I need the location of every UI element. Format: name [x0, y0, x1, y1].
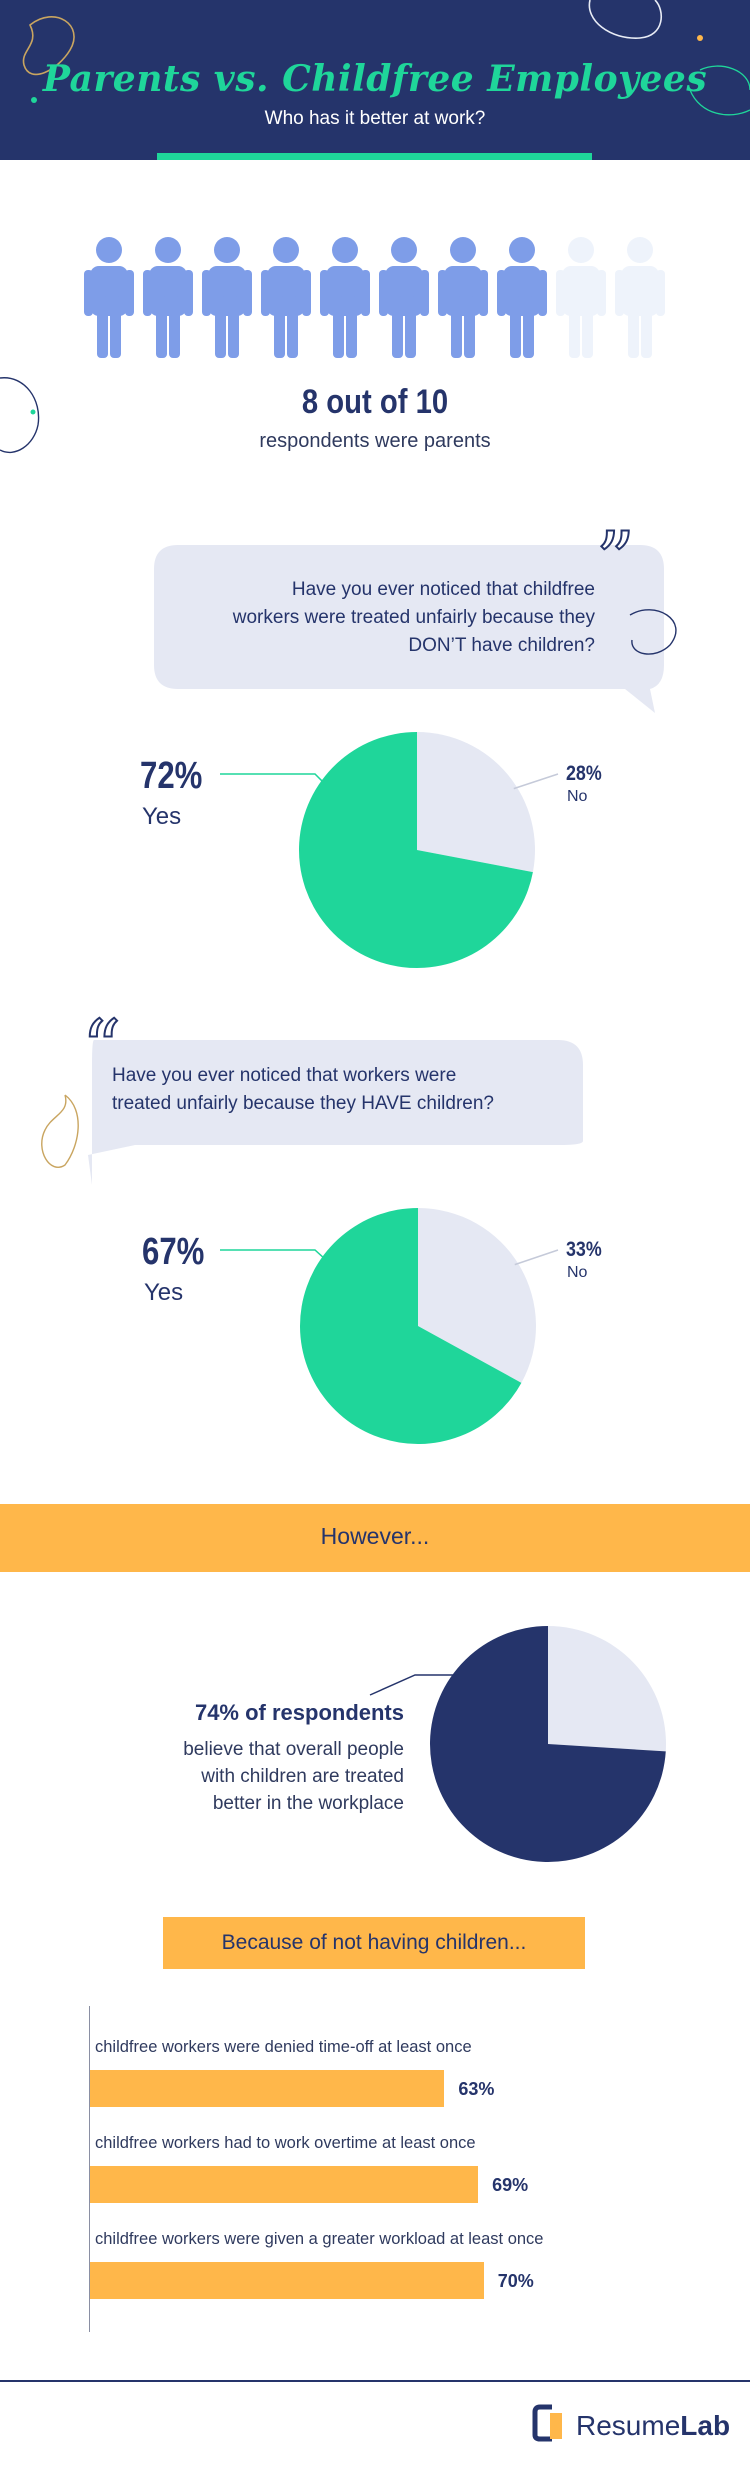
bar-axis: [89, 2006, 90, 2332]
pie-slice-rest: [418, 1208, 536, 1383]
resumelab-logo-icon: [532, 2404, 562, 2442]
question2-bubble-shape: [41, 1040, 583, 1185]
yes-leader-line: [220, 773, 326, 785]
no-leader-line: [514, 1249, 559, 1266]
quote-mark-icon: ”: [595, 515, 636, 604]
person-icon-filled: [143, 237, 193, 358]
question2-yes-label: Yes: [144, 1279, 184, 1306]
because-box: [163, 1917, 585, 1969]
bar-fill: [90, 2262, 484, 2299]
person-icon-filled: [320, 237, 370, 358]
bar-value: 70%: [497, 2271, 534, 2291]
title-underline: [157, 153, 592, 160]
people-headline: 8 out of 10: [301, 383, 449, 421]
bar-fill: [90, 2070, 445, 2107]
quote-mark-icon: “: [81, 1003, 122, 1092]
pie-slice-rest: [417, 732, 535, 873]
however-text: However...: [320, 1523, 430, 1549]
side-scribble: [0, 377, 40, 453]
question2-no-label: No: [567, 1264, 588, 1281]
question1-text: Have you ever noticed that childfree wor…: [232, 579, 595, 656]
yes-leader-line: [220, 1249, 327, 1261]
page-title: Parents vs. Childfree Employees: [42, 58, 708, 100]
person-icon-filled: [84, 237, 134, 358]
bar-label: childfree workers were given a greater w…: [95, 2230, 544, 2248]
respondents-text: believe that overall people with childre…: [183, 1739, 404, 1814]
person-icon-filled: [497, 237, 547, 358]
people-caption: respondents were parents: [259, 430, 491, 452]
page-subtitle: Who has it better at work?: [264, 108, 486, 129]
pie-slice-main: [300, 1208, 522, 1444]
question2-no-pct: 33%: [566, 1238, 602, 1261]
question1-yes-pct: 72%: [140, 755, 203, 797]
question1-bubble-shape: [154, 545, 677, 713]
no-leader-line: [513, 773, 559, 790]
question1-no-label: No: [567, 788, 588, 805]
pie-slice-rest: [548, 1626, 666, 1752]
bar-value: 69%: [492, 2175, 529, 2195]
footer-divider: [0, 2380, 750, 2382]
person-icon-filled: [261, 237, 311, 358]
person-icon-empty: [556, 237, 606, 358]
header-banner: Parents vs. Childfree Employees Who has …: [0, 0, 750, 160]
pie-chart-respondents: [430, 1626, 666, 1862]
however-band: [0, 1504, 750, 1572]
person-icon-filled: [379, 237, 429, 358]
respondents-headline: 74% of respondents: [194, 1700, 404, 1725]
question2-text: Have you ever noticed that workers were …: [112, 1065, 494, 1114]
because-text: Because of not having children...: [221, 1931, 527, 1954]
bar-label: childfree workers had to work overtime a…: [95, 2134, 476, 2152]
pie-slice-main: [430, 1626, 666, 1862]
question1-no-pct: 28%: [566, 762, 602, 785]
person-icon-filled: [438, 237, 488, 358]
person-icon-empty: [615, 237, 665, 358]
respondents-leader-line-path: [369, 1674, 460, 1696]
bar-label: childfree workers were denied time-off a…: [95, 2038, 472, 2056]
pie-chart-question1: [220, 732, 559, 968]
people-icon-row: [84, 236, 684, 358]
question2-yes-pct: 67%: [142, 1231, 205, 1273]
bar-value: 63%: [458, 2079, 495, 2099]
question1-yes-label: Yes: [142, 803, 182, 830]
resumelab-brand: ResumeLab: [576, 2410, 731, 2441]
bar-fill: [90, 2166, 479, 2203]
header-decorations: [22, 0, 750, 116]
respondents-leader-line-svg: [369, 1674, 460, 1696]
pie-slice-main: [299, 732, 533, 968]
pie-chart-question2: [220, 1208, 559, 1444]
person-icon-filled: [202, 237, 252, 358]
